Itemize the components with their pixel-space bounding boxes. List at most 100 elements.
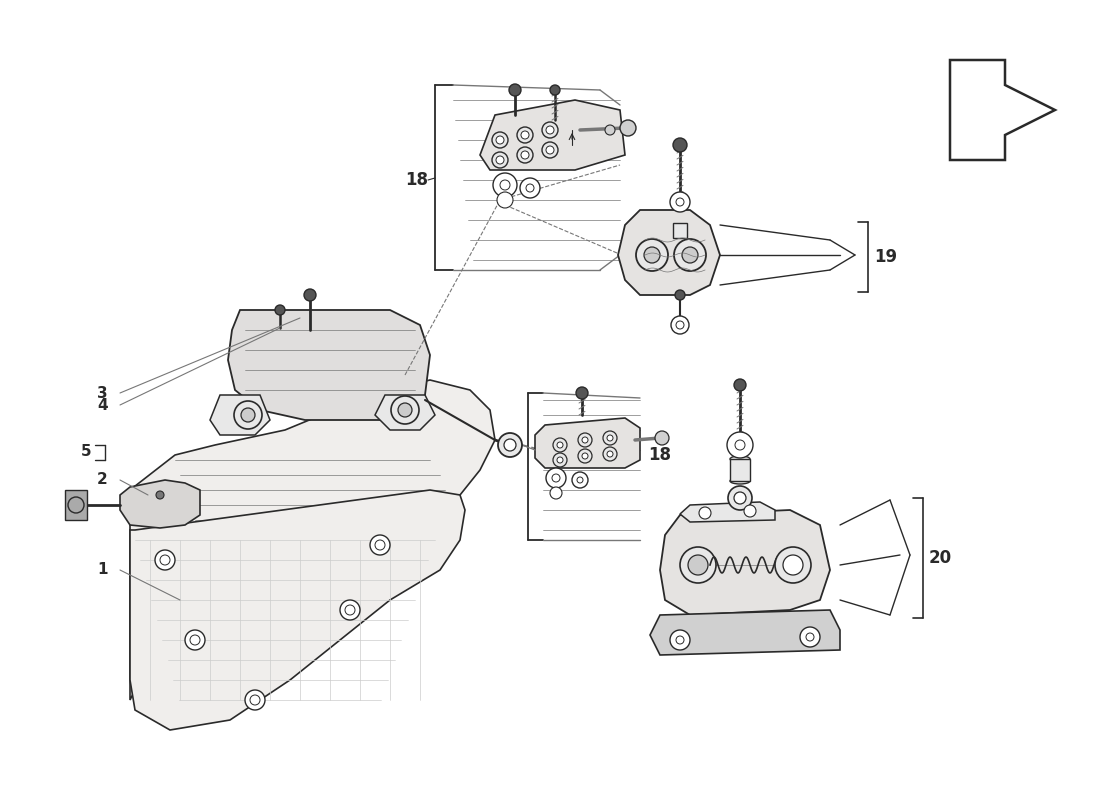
- Circle shape: [68, 497, 84, 513]
- Ellipse shape: [730, 478, 750, 484]
- Circle shape: [160, 555, 170, 565]
- Circle shape: [521, 151, 529, 159]
- Polygon shape: [535, 418, 640, 468]
- Text: 4: 4: [98, 398, 108, 413]
- Circle shape: [542, 122, 558, 138]
- Circle shape: [245, 690, 265, 710]
- Circle shape: [676, 636, 684, 644]
- Circle shape: [546, 146, 554, 154]
- Circle shape: [572, 472, 588, 488]
- Circle shape: [496, 156, 504, 164]
- Circle shape: [806, 633, 814, 641]
- Circle shape: [603, 447, 617, 461]
- Circle shape: [654, 431, 669, 445]
- Polygon shape: [950, 60, 1055, 160]
- Ellipse shape: [730, 456, 750, 462]
- Circle shape: [340, 600, 360, 620]
- Circle shape: [492, 152, 508, 168]
- Circle shape: [275, 305, 285, 315]
- Polygon shape: [480, 100, 625, 170]
- Circle shape: [582, 453, 588, 459]
- Circle shape: [493, 173, 517, 197]
- Circle shape: [250, 695, 260, 705]
- Circle shape: [526, 184, 534, 192]
- Circle shape: [728, 486, 752, 510]
- Circle shape: [676, 198, 684, 206]
- Polygon shape: [130, 380, 495, 700]
- Polygon shape: [210, 395, 270, 435]
- Text: 19: 19: [874, 248, 898, 266]
- Circle shape: [735, 440, 745, 450]
- Circle shape: [521, 131, 529, 139]
- Circle shape: [644, 247, 660, 263]
- Text: 1: 1: [98, 562, 108, 578]
- Bar: [673, 222, 688, 238]
- Text: 20: 20: [930, 549, 953, 567]
- Circle shape: [234, 401, 262, 429]
- Circle shape: [727, 432, 754, 458]
- Text: 3: 3: [98, 386, 108, 401]
- Circle shape: [553, 453, 566, 467]
- Circle shape: [673, 138, 688, 152]
- Circle shape: [504, 439, 516, 451]
- Text: 2: 2: [97, 473, 108, 487]
- Polygon shape: [660, 510, 830, 615]
- Circle shape: [517, 127, 534, 143]
- Circle shape: [607, 451, 613, 457]
- Circle shape: [578, 449, 592, 463]
- Polygon shape: [375, 395, 434, 430]
- Circle shape: [582, 437, 588, 443]
- Circle shape: [607, 435, 613, 441]
- Circle shape: [304, 289, 316, 301]
- Circle shape: [636, 239, 668, 271]
- Circle shape: [398, 403, 412, 417]
- Circle shape: [605, 125, 615, 135]
- Circle shape: [546, 468, 566, 488]
- Polygon shape: [650, 610, 840, 655]
- Circle shape: [620, 120, 636, 136]
- Circle shape: [553, 438, 566, 452]
- Circle shape: [185, 630, 205, 650]
- Circle shape: [345, 605, 355, 615]
- Circle shape: [578, 477, 583, 483]
- Circle shape: [676, 321, 684, 329]
- Text: 18: 18: [405, 171, 428, 189]
- Circle shape: [375, 540, 385, 550]
- Circle shape: [370, 535, 390, 555]
- Circle shape: [492, 132, 508, 148]
- Circle shape: [520, 178, 540, 198]
- Circle shape: [783, 555, 803, 575]
- Circle shape: [734, 379, 746, 391]
- Bar: [730, 459, 750, 481]
- Circle shape: [550, 487, 562, 499]
- Circle shape: [155, 550, 175, 570]
- Polygon shape: [120, 480, 200, 528]
- Circle shape: [680, 547, 716, 583]
- Polygon shape: [130, 490, 465, 730]
- Circle shape: [734, 492, 746, 504]
- Circle shape: [546, 126, 554, 134]
- Circle shape: [390, 396, 419, 424]
- Circle shape: [557, 457, 563, 463]
- Bar: [65, 490, 87, 520]
- Polygon shape: [618, 210, 720, 295]
- Circle shape: [698, 507, 711, 519]
- Circle shape: [542, 142, 558, 158]
- Ellipse shape: [673, 219, 688, 226]
- Circle shape: [674, 239, 706, 271]
- Circle shape: [688, 555, 708, 575]
- Polygon shape: [680, 502, 775, 522]
- Circle shape: [496, 136, 504, 144]
- Circle shape: [557, 442, 563, 448]
- Circle shape: [500, 180, 510, 190]
- Circle shape: [509, 84, 521, 96]
- Circle shape: [675, 290, 685, 300]
- Circle shape: [550, 85, 560, 95]
- Polygon shape: [228, 310, 430, 420]
- Circle shape: [241, 408, 255, 422]
- Circle shape: [498, 433, 522, 457]
- Circle shape: [156, 491, 164, 499]
- Circle shape: [578, 433, 592, 447]
- Circle shape: [576, 387, 588, 399]
- Circle shape: [776, 547, 811, 583]
